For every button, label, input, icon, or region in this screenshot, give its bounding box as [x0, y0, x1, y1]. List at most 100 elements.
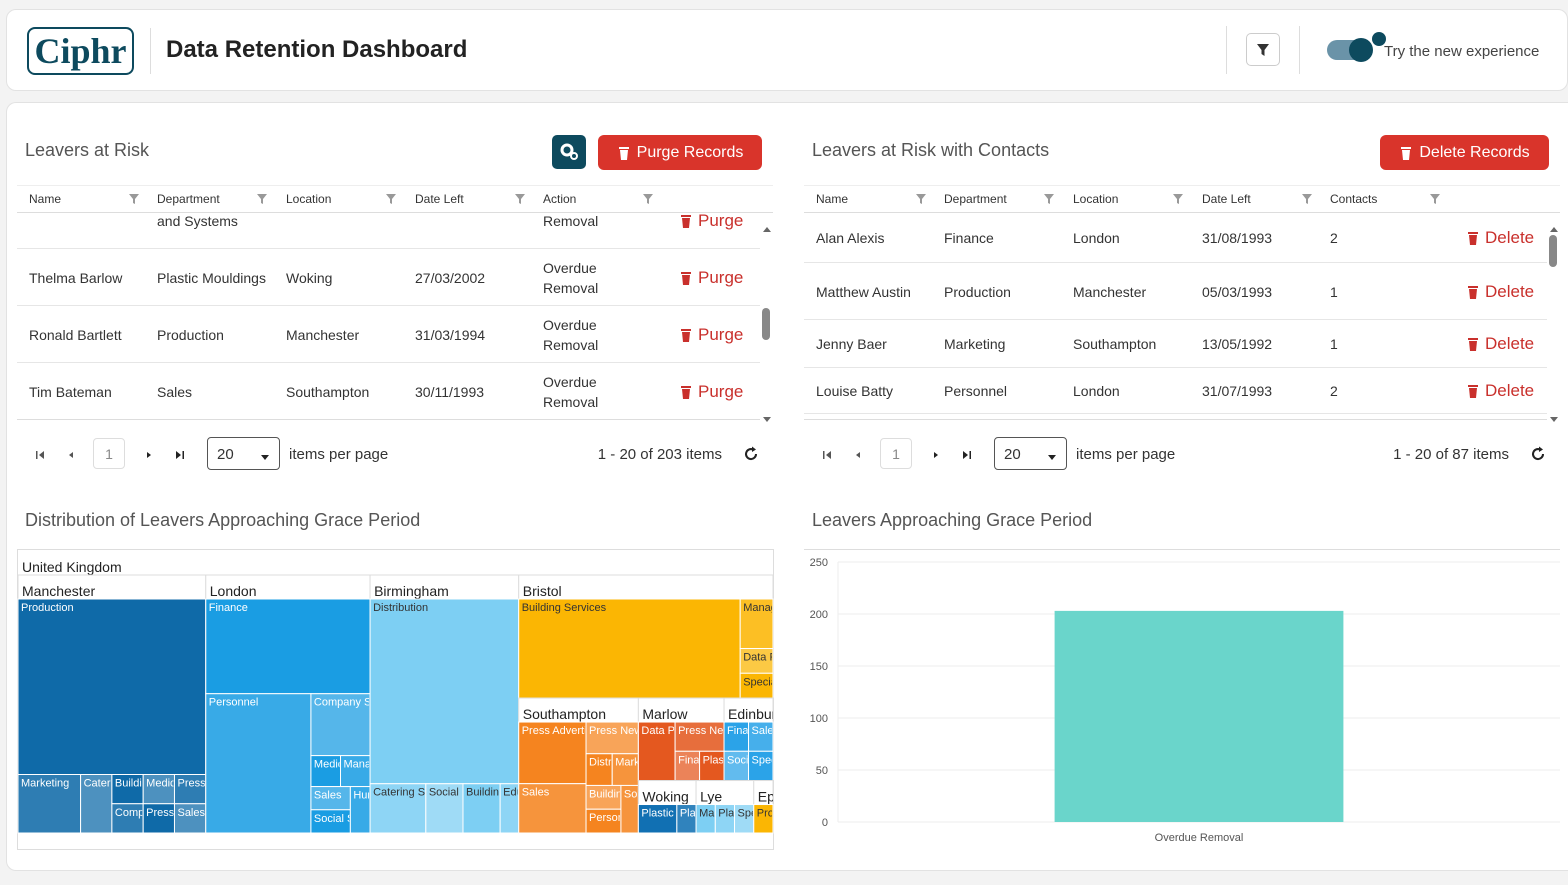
row-button-label: Purge: [698, 267, 744, 287]
row-button[interactable]: Purge: [679, 306, 743, 363]
pager-first-graphic: [823, 451, 831, 459]
scroll-thumb[interactable]: [762, 308, 770, 340]
pager-next[interactable]: [143, 448, 155, 460]
treemap-leaf: [142, 774, 175, 805]
column-filter[interactable]: [385, 192, 397, 205]
icon-shape: [823, 451, 825, 459]
column-filter[interactable]: [128, 192, 140, 205]
column-filter[interactable]: [1172, 192, 1184, 205]
scroll-thumb[interactable]: [1549, 235, 1557, 267]
table-cell: Production: [157, 326, 224, 343]
scroll-down[interactable]: [1549, 411, 1559, 422]
per-page-label: items per page: [289, 446, 389, 463]
treemap-leaf: [518, 598, 741, 699]
column-header: Date Left: [1202, 192, 1251, 206]
leaf-label-clip: Plastic Extrusion: [703, 754, 723, 766]
pager-prev[interactable]: [852, 448, 864, 460]
row-button[interactable]: Delete: [1466, 263, 1534, 320]
treemap-leaf: [585, 753, 613, 786]
treemap-leaf-label: Press News Desk: [589, 725, 676, 737]
settings-button[interactable]: [552, 135, 586, 169]
pager-page[interactable]: 1: [880, 438, 912, 469]
table-body: and Systems Removal Purge Thelma Barlow Plas…: [17, 213, 760, 420]
leaf-label-clip: Medical: [146, 778, 173, 790]
icon-shape: [1173, 194, 1183, 204]
bar-chart: 0 50 100 150 200 250 Overdue Removal: [804, 549, 1560, 844]
scroll-up[interactable]: [762, 220, 772, 232]
scroll-up[interactable]: [1549, 220, 1559, 232]
pager-last[interactable]: [173, 448, 185, 460]
icon-shape: [261, 455, 269, 460]
column-filter[interactable]: [514, 192, 526, 205]
toggle[interactable]: [1327, 38, 1373, 62]
row-button[interactable]: Purge: [679, 213, 743, 249]
icon-shape: [560, 143, 574, 157]
column-filter[interactable]: [1429, 192, 1441, 205]
icon-shape: [1468, 385, 1478, 387]
scroll-down[interactable]: [762, 411, 772, 422]
column-filter[interactable]: [1301, 192, 1313, 205]
column-filter[interactable]: [642, 192, 654, 205]
pager-first[interactable]: [822, 448, 834, 460]
pager-last[interactable]: [960, 448, 972, 460]
column-header: Action: [543, 192, 577, 206]
trash-icon-graphic: [681, 214, 691, 228]
icon-shape: [570, 152, 578, 160]
row-button-label: Purge: [698, 381, 744, 401]
treemap-leaf-label: Data Programming and Education: [641, 725, 774, 737]
icon-shape: [681, 385, 691, 388]
page-size-select[interactable]: 20: [207, 437, 280, 470]
toggle-knob: [1349, 38, 1373, 62]
leaf-label-clip: Sales: [314, 790, 342, 802]
treemap-leaf: [518, 783, 587, 834]
group-label-clip: Edinburgh: [728, 706, 773, 722]
icon-shape: [619, 149, 628, 160]
row-button[interactable]: Delete: [1466, 213, 1534, 263]
icon-shape: [856, 452, 860, 458]
trash-icon: [1466, 383, 1480, 399]
row-button[interactable]: Purge: [679, 249, 743, 306]
page-size-select[interactable]: 20: [994, 437, 1067, 470]
table-cell: 31/07/1993: [1202, 383, 1273, 399]
column-filter[interactable]: [1043, 192, 1055, 205]
row-button[interactable]: Purge: [679, 363, 744, 419]
refresh-button[interactable]: [1530, 446, 1546, 462]
treemap-leaf: [310, 693, 371, 757]
leaf-label-clip: Data Programming: [743, 652, 772, 664]
row-button[interactable]: Delete: [1466, 320, 1534, 368]
column-filter[interactable]: [915, 192, 927, 205]
trash-icon-graphic: [1468, 338, 1478, 351]
column-header: Contacts: [1330, 192, 1378, 206]
leaf-label-clip: Plastic Mouldings: [641, 808, 675, 820]
treemap-leaf-label: Press Circulation: [146, 807, 229, 819]
table-cell: Tim Bateman: [29, 383, 112, 400]
scroll-up-graphic: [1550, 227, 1558, 232]
pager-prev[interactable]: [65, 448, 77, 460]
treemap-leaf-label: Sales: [752, 725, 774, 737]
table-row: Jenny Baer Marketing Southampton 13/05/1992…: [804, 320, 1547, 368]
treemap-leaf-label: Medical: [314, 759, 352, 771]
bar: [1054, 610, 1344, 822]
pager-first[interactable]: [35, 448, 47, 460]
y-tick-label: 150: [810, 661, 828, 673]
leaf-label-clip: Finance: [209, 602, 248, 614]
icon-shape: [682, 274, 690, 285]
action-button[interactable]: Purge Records: [598, 135, 762, 170]
treemap-leaf: [205, 598, 371, 695]
scroll-up-graphic: [763, 227, 771, 232]
row-button[interactable]: Delete: [1466, 368, 1534, 414]
treemap-leaf: [748, 721, 774, 752]
treemap-group-label: Birmingham: [374, 583, 449, 599]
pager-page[interactable]: 1: [93, 438, 125, 469]
action-button[interactable]: Delete Records: [1380, 135, 1549, 170]
icon-shape: [682, 331, 690, 342]
treemap-leaf: [111, 803, 144, 834]
column-filter[interactable]: [256, 192, 268, 205]
leaf-label-clip: Social Services: [429, 787, 462, 799]
filter-button[interactable]: [1246, 33, 1280, 66]
leaf-label-clip: Building: [589, 788, 620, 800]
pager-next[interactable]: [930, 448, 942, 460]
icon-shape: [1469, 235, 1477, 245]
refresh-button[interactable]: [743, 446, 759, 462]
